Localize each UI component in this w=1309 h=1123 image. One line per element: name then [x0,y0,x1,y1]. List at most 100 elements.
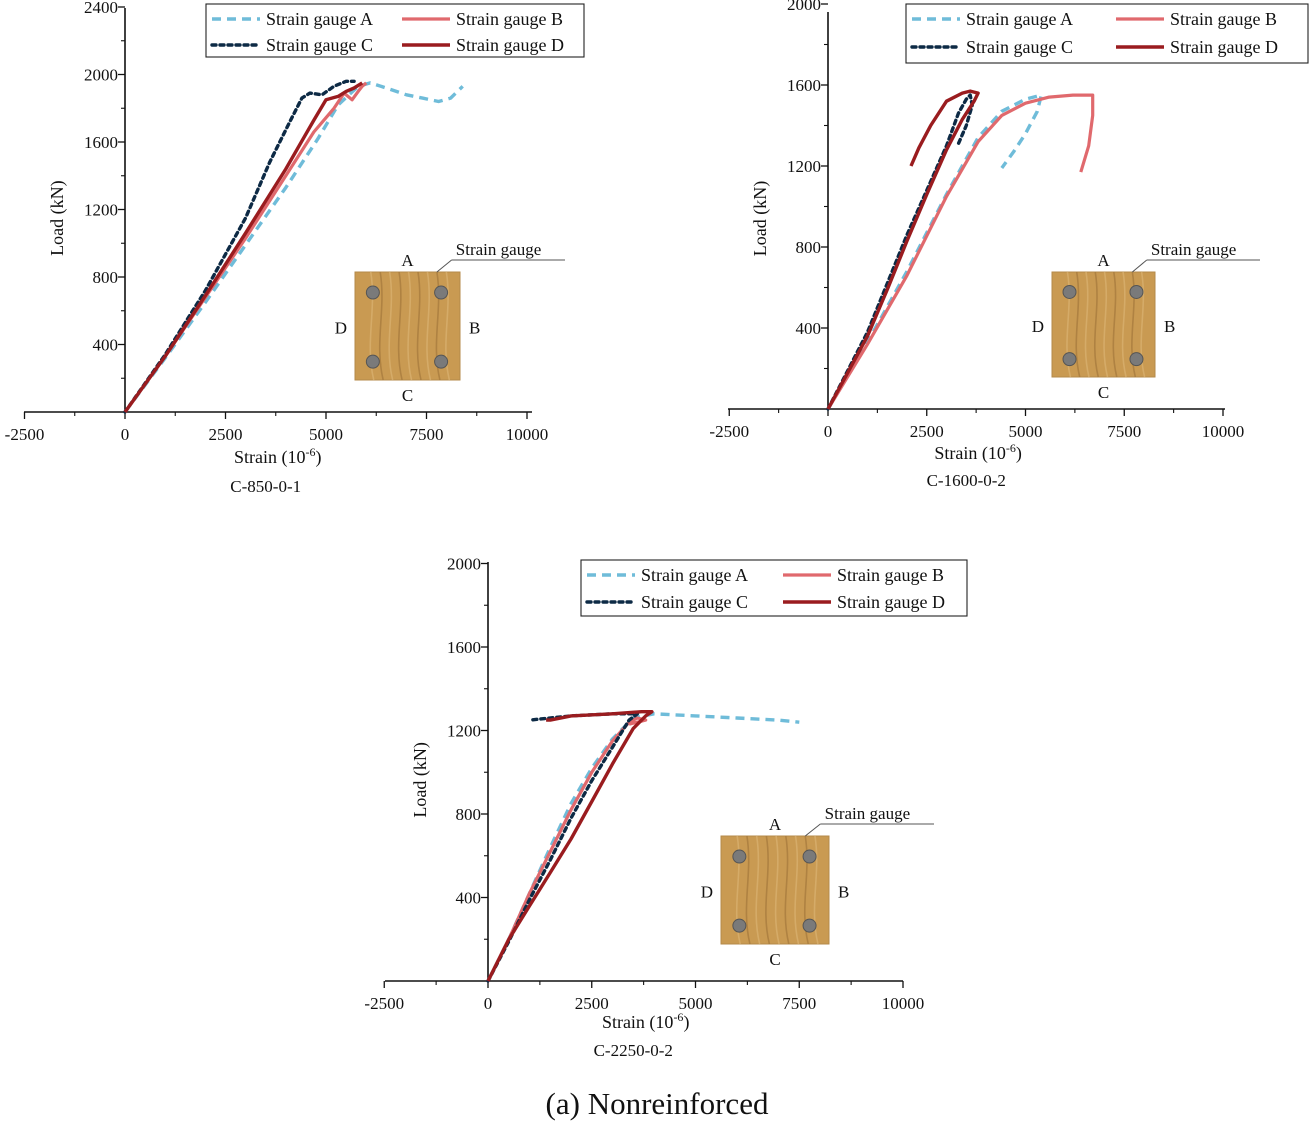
wood-grain-line [774,835,780,945]
x-tick-label: -2500 [364,994,404,1013]
x-tick-label: 2500 [575,994,609,1013]
rebar-circle [732,849,747,864]
wood-grain-line [1084,271,1090,378]
legend-label: Strain gauge C [641,592,748,612]
wood-grain-line [378,271,384,381]
wood-grain-line [407,271,413,381]
x-tick-label: 0 [121,425,130,444]
y-axis-label: Load (kN) [410,742,431,817]
legend: Strain gauge A Strain gauge B Strain gauge… [905,3,1309,64]
y-tick-label: 2000 [84,66,118,85]
inset-label-a: A [769,815,782,834]
legend: Strain gauge A Strain gauge B Strain gauge… [205,3,585,58]
wood-grain-line [1075,271,1081,378]
inset-label-b: B [469,319,480,338]
rebar-circle [802,918,817,933]
x-tick-label: 10000 [882,994,925,1013]
inset-label-c: C [769,950,780,969]
y-tick-label: 2000 [447,555,481,574]
wood-grain-line [388,271,394,381]
x-tick-label: 7500 [782,994,816,1013]
x-axis-label: Strain (10-6) [934,441,1022,464]
legend-box [905,3,1309,64]
y-tick-label: 800 [93,268,119,287]
wood-grain-line [803,835,810,945]
y-tick-label: 800 [796,238,822,257]
chart-panel-2: -2500 0 2500 5000 7500 10000 400 800 1200 1600 200… [709,0,1309,490]
series-line-gauge-b [826,93,1095,410]
wood-grain-line [1112,271,1118,378]
rebar-circle [434,285,449,300]
wood-grain-line [1131,271,1137,378]
y-tick-label: 1600 [84,133,118,152]
specimen-inset: A C D B Strain gauge [1032,240,1260,402]
specimen-inset: A C D B Strain gauge [335,240,565,405]
chart-title: C-850-0-1 [230,477,301,496]
inset-label-a: A [1097,251,1110,270]
chart-panel-1: -2500 0 2500 5000 7500 10000 400 800 1200 1600 200… [5,0,585,496]
rebar-circle [802,849,817,864]
wood-grain-line [397,271,403,381]
wood-grain-line [1093,271,1100,378]
y-tick-label: 1600 [447,638,481,657]
inset-callout-label: Strain gauge [456,240,541,259]
y-tick-label: 400 [456,889,482,908]
y-tick-label: 1600 [787,76,821,95]
rebar-circle [365,354,380,369]
legend-label: Strain gauge A [641,565,748,585]
inset-label-d: D [1032,317,1044,336]
specimen-inset: A C D B Strain gauge [701,804,934,969]
series-line-gauge-c [486,712,640,983]
x-tick-label: 2500 [910,422,944,441]
legend-label: Strain gauge D [456,35,564,55]
wood-grain-line [1140,271,1146,378]
x-tick-label: 0 [824,422,833,441]
y-tick-label: 2000 [787,0,821,14]
wood-grain-line [765,835,771,945]
inset-label-c: C [1098,383,1109,402]
wood-grain-line [435,271,441,381]
inset-label-b: B [1164,317,1175,336]
wood-grain-line [784,835,790,945]
y-axis-label: Load (kN) [750,181,771,256]
wood-grain-line [794,835,800,945]
legend-label: Strain gauge B [837,565,944,585]
x-tick-label: 7500 [1107,422,1141,441]
inset-callout-label: Strain gauge [1151,240,1236,259]
wood-grain-line [426,271,432,381]
inset-label-d: D [701,883,713,902]
x-tick-label: 5000 [679,994,713,1013]
legend: Strain gauge A Strain gauge B Strain gauge… [580,559,968,617]
x-tick-label: 2500 [209,425,243,444]
legend-label: Strain gauge B [1170,9,1277,29]
legend-label: Strain gauge C [266,35,373,55]
y-tick-label: 1200 [84,201,118,220]
series-line-gauge-d [123,81,364,413]
series-line-gauge-d [826,89,980,410]
rebar-circle [1129,352,1144,367]
x-axis-label: Strain (10-6) [234,445,322,468]
wood-grain-line [813,835,819,945]
y-axis-label: Load (kN) [47,180,68,255]
series-line-gauge-c [123,79,356,414]
rebar-circle [434,354,449,369]
x-tick-label: -2500 [5,425,45,444]
x-tick-label: 7500 [410,425,444,444]
x-axis-label: Strain (10-6) [602,1010,690,1033]
wood-grain-line [1103,271,1109,378]
legend-label: Strain gauge B [456,9,563,29]
rebar-circle [365,285,380,300]
x-tick-label: -2500 [709,422,749,441]
rebar-circle [732,918,747,933]
wood-grain-line [1121,271,1127,378]
legend-box [205,3,585,58]
chart-panel-3: -2500 0 2500 5000 7500 10000 400 800 1200 1600 200… [364,555,968,1060]
y-tick-label: 800 [456,805,482,824]
x-tick-label: 5000 [309,425,343,444]
rebar-circle [1129,284,1144,299]
y-tick-label: 1200 [447,722,481,741]
wood-grain-line [416,271,422,381]
x-tick-label: 0 [484,994,493,1013]
wood-grain-line [755,835,761,945]
